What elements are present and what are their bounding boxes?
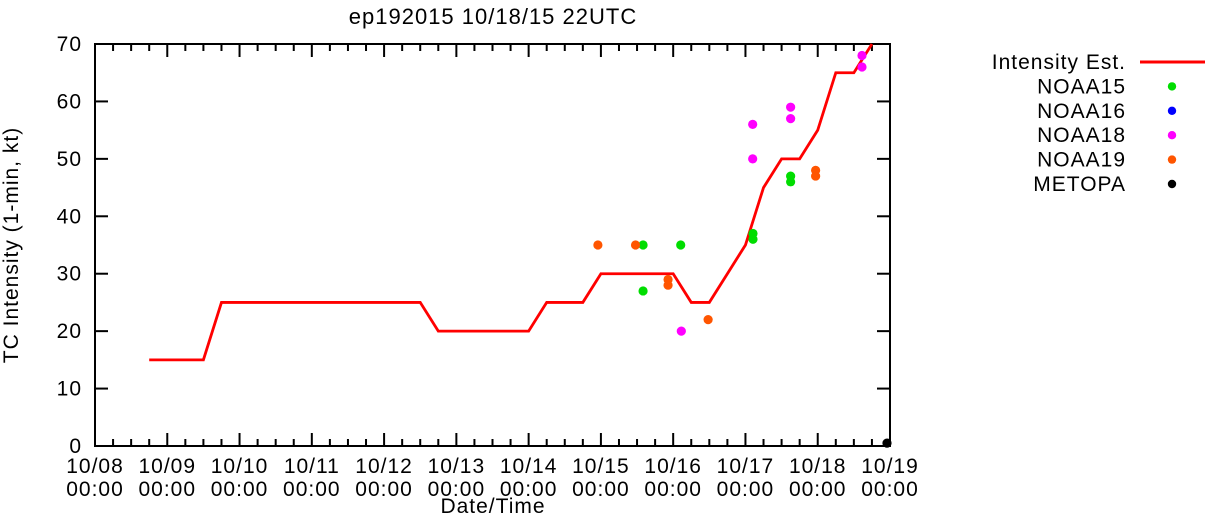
x-tick-label: 10/17 00:00 (717, 455, 775, 501)
x-tick-label: 10/11 00:00 (283, 455, 341, 501)
scatter-point-noaa18 (676, 326, 686, 336)
scatter-point-noaa19 (811, 171, 821, 181)
y-tick-label: 10 (57, 378, 82, 401)
y-tick-label: 60 (57, 90, 82, 113)
x-tick-label: 10/09 00:00 (138, 455, 196, 501)
y-tick-label: 70 (57, 33, 82, 56)
scatter-point-noaa18 (857, 50, 867, 61)
legend-marker-dot-noaa18 (1167, 131, 1177, 140)
x-tick-label: 10/13 00:00 (428, 455, 486, 501)
scatter-point-noaa19 (630, 240, 641, 250)
x-tick-label: 10/18 00:00 (789, 455, 847, 501)
legend-marker-dot-noaa16 (1167, 106, 1177, 116)
legend-item-label: NOAA18 (1037, 124, 1126, 147)
x-axis-label: Date/Time (440, 495, 545, 517)
x-tick-label: 10/08 00:00 (66, 455, 124, 501)
y-tick-labels: 0 10 20 30 40 50 60 70 (57, 33, 82, 458)
legend: Intensity Est.NOAA15NOAA16NOAA18NOAA19ME… (992, 51, 1205, 196)
x-tick-labels: 10/08 00:00 10/09 00:00 10/10 00:00 10/11 00:00… (66, 455, 919, 501)
y-axis-label: TC Intensity (1-min, kt) (0, 127, 23, 363)
scatter-point-noaa15 (748, 234, 758, 244)
scatter-point-noaa19 (663, 280, 673, 290)
legend-marker-dot-noaa19 (1167, 155, 1177, 164)
axis-ticks (94, 43, 891, 447)
scatter-point-noaa15 (638, 240, 648, 250)
x-tick-label: 10/16 00:00 (644, 455, 702, 501)
legend-item-label: NOAA19 (1037, 149, 1126, 172)
y-tick-label: 0 (69, 435, 82, 458)
legend-item-label: Intensity Est. (992, 51, 1126, 74)
scatter-point-noaa15 (786, 177, 796, 187)
scatter-point-noaa19 (593, 240, 603, 250)
intensity-line (149, 43, 874, 362)
scatter-point-noaa18 (748, 119, 758, 129)
x-tick-label: 10/14 00:00 (500, 455, 558, 501)
x-tick-label: 10/10 00:00 (211, 455, 269, 501)
scatter-point-noaa19 (703, 315, 713, 325)
scatter-point-metopa (882, 438, 892, 448)
legend-item-label: METOPA (1033, 173, 1126, 196)
legend-item-label: NOAA16 (1037, 100, 1126, 123)
chart-title: ep192015 10/18/15 22UTC (349, 4, 637, 29)
y-tick-label: 20 (57, 320, 82, 343)
plot-border (94, 43, 891, 447)
plot-frame (94, 43, 891, 447)
scatter-point-noaa15 (676, 240, 686, 250)
scatter-point-noaa18 (857, 62, 867, 72)
scatter-point-noaa18 (748, 154, 758, 164)
x-tick-label: 10/15 00:00 (572, 455, 630, 501)
legend-marker-dot-noaa15 (1167, 82, 1177, 91)
scatter-point-noaa18 (786, 102, 796, 112)
y-tick-label: 40 (57, 205, 82, 228)
legend-marker-dot-metopa (1167, 179, 1177, 189)
y-tick-label: 50 (57, 148, 82, 171)
scatter-point-noaa15 (638, 286, 648, 296)
scatter-point-noaa18 (786, 114, 796, 124)
x-tick-label: 10/19 00:00 (861, 455, 919, 501)
data-series (149, 43, 892, 448)
legend-item-label: NOAA15 (1037, 75, 1126, 98)
y-tick-label: 30 (57, 263, 82, 286)
x-tick-label: 10/12 00:00 (355, 455, 413, 501)
